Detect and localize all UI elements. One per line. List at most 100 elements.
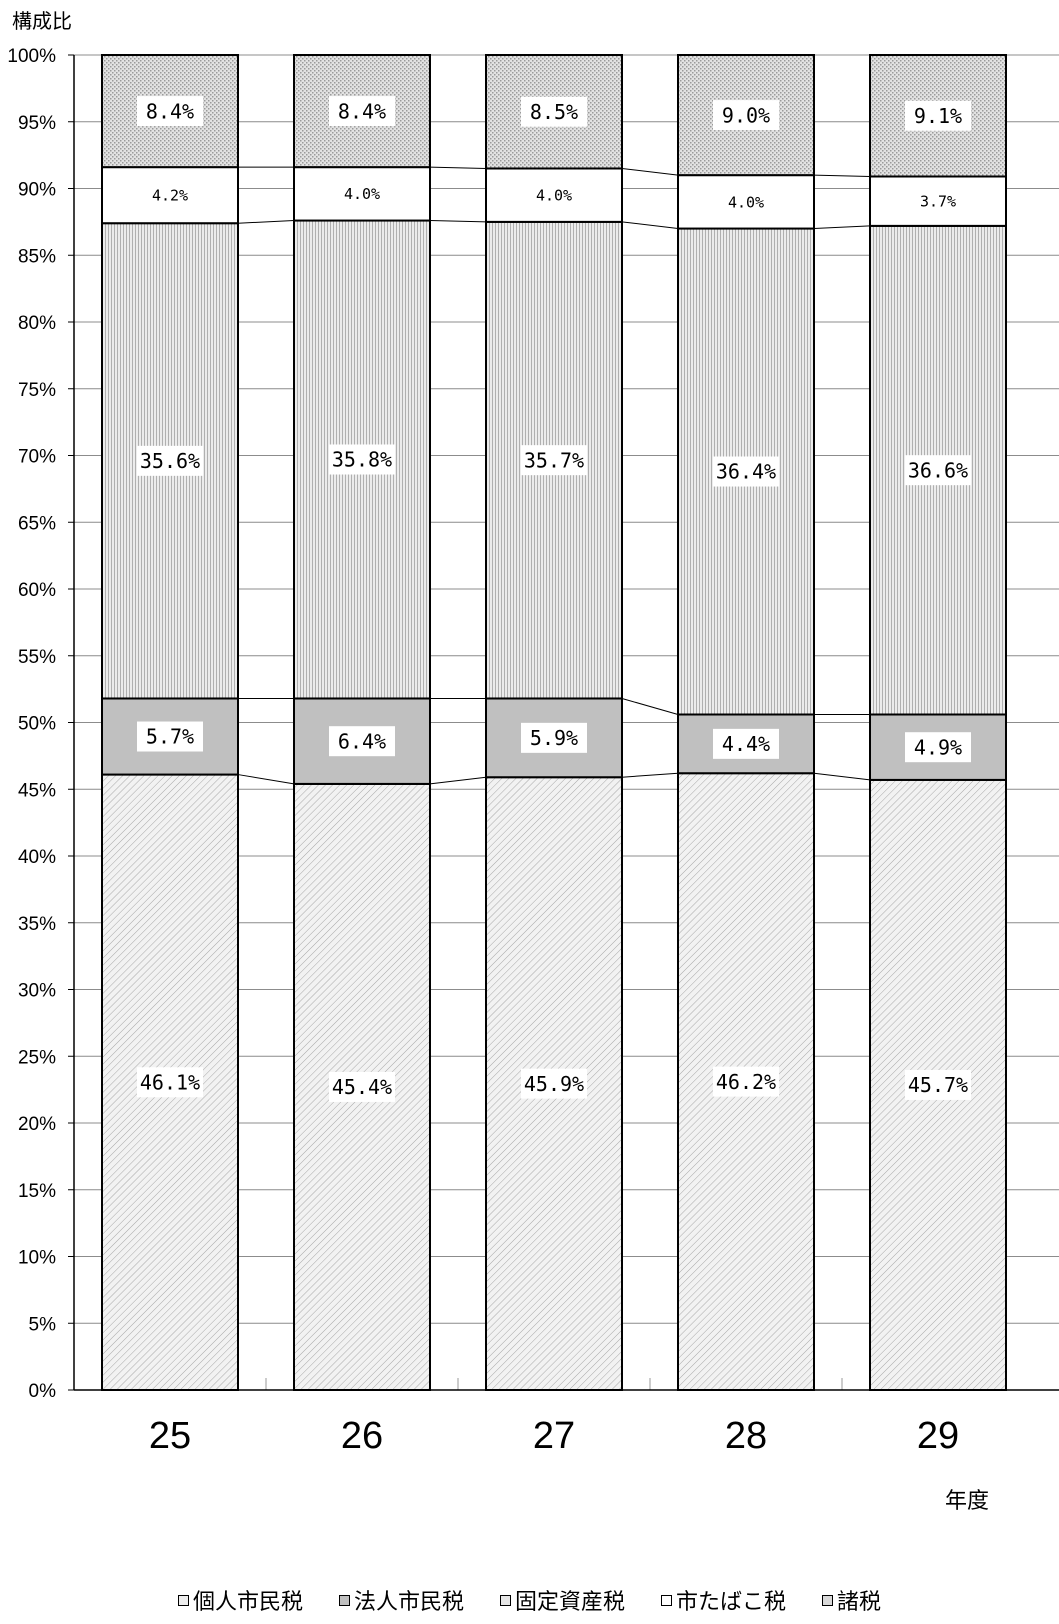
data-label-bg	[521, 1068, 587, 1099]
data-label: 45.4%	[332, 1075, 392, 1099]
y-tick-label: 0%	[29, 1381, 57, 1402]
data-label: 4.0%	[344, 185, 380, 203]
series-connector-line	[813, 174, 871, 177]
legend-item: 法人市民税	[338, 1584, 464, 1616]
legend-swatch	[338, 1594, 350, 1606]
y-tick-label: 40%	[18, 847, 56, 868]
series-connector-line	[621, 697, 679, 715]
legend-label: 固定資産税	[514, 1590, 625, 1615]
x-tick-label: 27	[533, 1415, 575, 1457]
data-label: 5.7%	[146, 725, 194, 749]
series-connector-line	[621, 167, 679, 176]
data-label: 45.7%	[908, 1073, 968, 1097]
data-label-bg	[329, 1071, 395, 1102]
data-label: 36.6%	[908, 458, 968, 482]
y-tick-label: 35%	[18, 914, 56, 935]
y-tick-label: 55%	[18, 647, 56, 668]
x-tick-label: 28	[725, 1415, 767, 1457]
data-label-bg	[137, 721, 203, 752]
y-tick-label: 5%	[29, 1314, 57, 1335]
data-label-bg	[521, 445, 587, 476]
data-label: 36.4%	[716, 460, 776, 484]
legend-item: 固定資産税	[499, 1584, 625, 1616]
y-axis-ticks: 0% 5% 10% 15% 20% 25% 30% 35% 40% 45% 50% 55% 60% 65%…	[7, 46, 56, 1402]
data-label-bg	[137, 445, 203, 476]
series-connector-line	[429, 776, 487, 785]
legend: 個人市民税 法人市民税 固定資産税 市たばこ税 諸税	[0, 1580, 1059, 1620]
data-label-bg	[905, 732, 971, 763]
data-label: 4.2%	[152, 187, 188, 205]
y-tick-label: 60%	[18, 580, 56, 601]
series-connector-line	[621, 221, 679, 230]
data-label: 8.5%	[530, 100, 578, 124]
data-label-bg	[329, 444, 395, 475]
y-axis-title: 構成比	[12, 10, 72, 33]
y-tick-label: 80%	[18, 313, 56, 334]
series-connector-line	[621, 772, 679, 778]
data-label-bg	[905, 455, 971, 486]
data-label: 8.4%	[146, 99, 194, 123]
data-label-bg	[137, 1067, 203, 1098]
data-label-bg	[519, 184, 589, 207]
y-tick-label: 50%	[18, 714, 56, 735]
legend-label: 個人市民税	[192, 1590, 303, 1615]
series-connector-line	[813, 772, 871, 781]
data-label: 4.4%	[722, 732, 770, 756]
y-tick-label: 20%	[18, 1114, 56, 1135]
x-tick-label: 29	[917, 1415, 959, 1457]
series-connector-line	[237, 774, 295, 785]
data-label: 45.9%	[524, 1072, 584, 1096]
data-label-bg	[521, 722, 587, 753]
y-tick-label: 100%	[7, 46, 56, 67]
series-connector-line	[237, 220, 295, 224]
legend-swatch	[177, 1594, 189, 1606]
data-label: 35.7%	[524, 448, 584, 472]
data-label-bg	[713, 100, 779, 131]
legend-label: 諸税	[837, 1590, 882, 1615]
bars	[101, 54, 1007, 1391]
series-connector-line	[429, 166, 487, 169]
data-label-bg	[329, 96, 395, 127]
data-label: 9.1%	[914, 104, 962, 128]
data-label-bg	[905, 1069, 971, 1100]
data-label-bg	[329, 726, 395, 757]
legend-label: 市たばこ税	[676, 1590, 787, 1615]
x-axis-title: 年度	[945, 1488, 989, 1513]
axes	[68, 54, 1059, 1391]
y-tick-label: 15%	[18, 1181, 56, 1202]
y-tick-label: 30%	[18, 981, 56, 1002]
legend-swatch	[661, 1594, 672, 1606]
y-tick-label: 75%	[18, 380, 56, 401]
legend-label: 法人市民税	[353, 1590, 464, 1615]
series-connector-line	[813, 225, 871, 230]
data-label-bg	[137, 96, 203, 127]
data-labels: 46.1% 5.7% 35.6% 4.2% 8.4% 45.4% 6.4% 35.8% 4.0%…	[135, 96, 973, 1102]
data-label-bg	[327, 182, 397, 205]
data-label: 4.0%	[536, 187, 572, 205]
y-tick-label: 45%	[18, 780, 56, 801]
legend-item: 個人市民税	[177, 1584, 303, 1616]
data-label: 9.0%	[722, 103, 770, 127]
data-label-bg	[903, 190, 973, 213]
y-tick-label: 10%	[18, 1248, 56, 1269]
data-label-bg	[521, 96, 587, 127]
data-label-bg	[713, 456, 779, 487]
data-label: 5.9%	[530, 726, 578, 750]
data-label: 46.1%	[140, 1070, 200, 1094]
data-label-bg	[711, 190, 781, 213]
data-label-bg	[905, 100, 971, 131]
data-label-bg	[713, 728, 779, 759]
data-label: 3.7%	[920, 193, 956, 211]
data-label: 6.4%	[338, 729, 386, 753]
x-axis-ticks: 25 26 27 28 29	[149, 1378, 959, 1457]
y-tick-label: 65%	[18, 513, 56, 534]
y-tick-label: 90%	[18, 180, 56, 201]
data-label-bg	[713, 1066, 779, 1097]
data-label: 35.8%	[332, 448, 392, 472]
data-label: 4.9%	[914, 735, 962, 759]
y-tick-label: 95%	[18, 113, 56, 134]
series-connector-line	[429, 220, 487, 223]
legend-swatch	[822, 1594, 834, 1606]
y-tick-label: 70%	[18, 447, 56, 468]
